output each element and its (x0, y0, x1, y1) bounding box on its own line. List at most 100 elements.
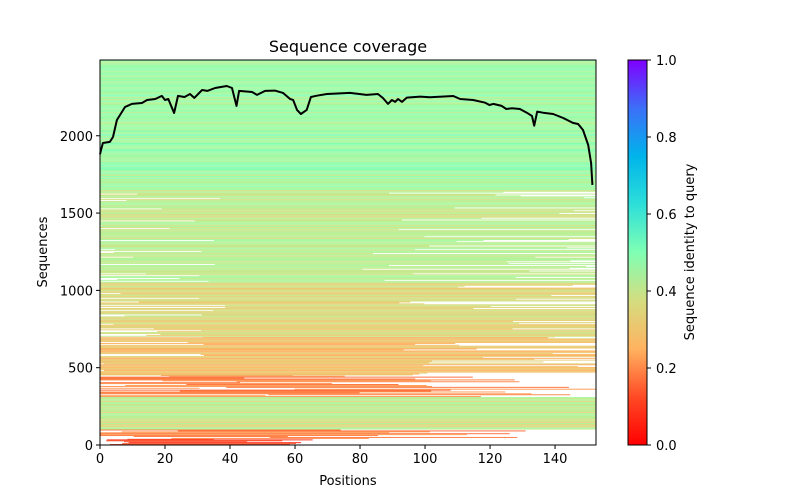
sequence-row (100, 284, 573, 286)
sequence-row (100, 271, 596, 273)
sequence-row (199, 297, 596, 299)
sequence-row (100, 364, 596, 366)
sequence-row (100, 252, 373, 254)
sequence-row (100, 123, 596, 125)
y-tick-label: 500 (68, 362, 93, 377)
sequence-row (100, 265, 587, 267)
sequence-row (169, 375, 345, 377)
sequence-row (100, 338, 596, 340)
sequence-row (100, 378, 416, 380)
sequence-row (100, 183, 596, 185)
sequence-row (100, 242, 596, 244)
sequence-row (100, 82, 596, 84)
sequence-row (100, 61, 596, 63)
sequence-row (100, 176, 596, 178)
sequence-row (100, 322, 519, 324)
sequence-row (100, 139, 596, 141)
sequence-row (100, 201, 596, 203)
sequence-row (100, 192, 389, 194)
sequence-row (225, 307, 596, 309)
sequence-row (100, 371, 596, 373)
sequence-row (100, 335, 596, 337)
colorbar-tick-label: 0.2 (656, 362, 677, 377)
plot-frame (99, 59, 597, 446)
sequence-row (100, 321, 513, 322)
sequence-row (100, 89, 596, 91)
sequence-row (100, 408, 596, 410)
sequence-row (100, 326, 596, 328)
sequence-row (157, 331, 596, 333)
sequence-row (100, 303, 425, 305)
sequence-row (100, 318, 596, 320)
sequence-row (100, 302, 400, 304)
sequence-row (100, 429, 341, 431)
sequence-row (100, 298, 516, 300)
sequence-row (100, 98, 596, 100)
sequence-row (100, 181, 596, 183)
sequence-row (100, 132, 596, 134)
sequence-row (100, 106, 596, 108)
sequence-row (100, 360, 432, 362)
sequence-row (213, 309, 596, 311)
sequence-row (100, 414, 596, 416)
sequence-row (100, 312, 596, 314)
sequence-row (100, 216, 596, 218)
sequence-row (100, 396, 481, 398)
sequence-row (100, 316, 596, 318)
sequence-row (100, 211, 596, 213)
sequence-row (100, 282, 596, 284)
sequence-row (100, 257, 596, 259)
sequence-row (214, 239, 484, 241)
sequence-row (100, 385, 432, 387)
sequence-row (100, 405, 596, 407)
sequence-row (100, 210, 574, 212)
sequence-row (100, 135, 596, 137)
sequence-row (100, 238, 596, 240)
sequence-row (100, 140, 596, 142)
sequence-row (100, 248, 596, 250)
sequence-row (100, 413, 596, 415)
sequence-row (100, 327, 596, 329)
sequence-row (100, 421, 596, 423)
sequence-row (101, 225, 596, 227)
sequence-row (100, 141, 596, 143)
sequence-row (100, 137, 596, 138)
sequence-row (171, 437, 369, 439)
sequence-row (100, 163, 596, 165)
sequence-row (100, 279, 385, 281)
coverage-line (99, 85, 594, 185)
sequence-row (100, 158, 596, 160)
sequence-row (100, 357, 596, 359)
sequence-row (100, 329, 596, 331)
sequence-row (100, 352, 596, 354)
sequence-row (100, 325, 596, 327)
sequence-row (179, 390, 432, 392)
sequence-row (100, 266, 596, 268)
sequence-row (100, 299, 596, 301)
sequence-row (133, 256, 536, 258)
sequence-row (100, 85, 596, 86)
sequence-row (100, 165, 596, 167)
sequence-row (100, 133, 596, 135)
sequence-row (100, 126, 596, 128)
sequence-row (100, 427, 596, 429)
sequence-row (100, 81, 596, 83)
sequence-row (100, 153, 596, 155)
sequence-row (100, 96, 596, 98)
sequence-row (100, 124, 596, 126)
sequence-row (100, 235, 596, 237)
sequence-row (203, 336, 555, 338)
sequence-row (100, 402, 596, 404)
sequence-row (100, 69, 596, 71)
sequence-row (100, 291, 596, 293)
sequence-row (146, 334, 597, 336)
sequence-row (100, 288, 596, 290)
sequence-row (100, 432, 390, 434)
sequence-row (100, 230, 596, 232)
sequence-row (100, 346, 596, 348)
sequence-row (100, 100, 596, 102)
sequence-row (100, 164, 596, 166)
sequence-row (100, 263, 509, 265)
sequence-row (100, 403, 596, 405)
sequence-row (100, 73, 596, 75)
